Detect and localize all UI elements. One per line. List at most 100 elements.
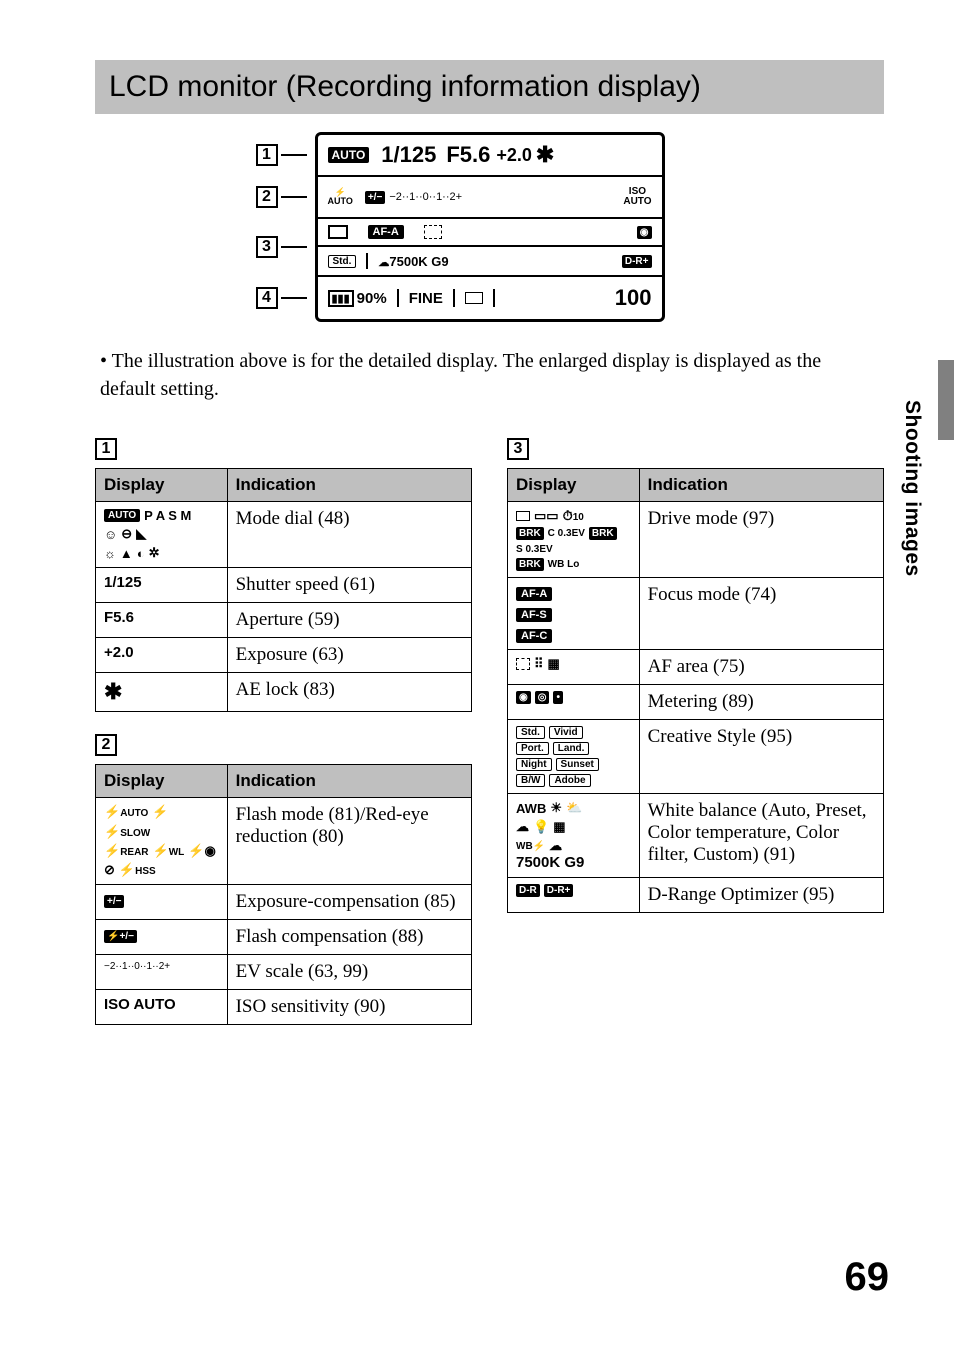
wb-cloudy-icon: ☁ (516, 819, 529, 835)
table-row: D-R D-R+ D-Range Optimizer (95) (508, 878, 884, 913)
style-sunset-icon: Sunset (556, 758, 599, 771)
lcd-shutter: 1/125 (381, 142, 436, 168)
lcd-aperture: F5.6 (446, 142, 490, 168)
flash-icon: ⚡◉ (188, 843, 216, 859)
lcd-row-2: 2 ⚡ AUTO +/− −2··1··0··1··2+ ISO AUTO (318, 177, 662, 219)
flash-icon: ⚡WL (153, 843, 185, 859)
flashcomp-icon: ⚡+/− (104, 930, 137, 943)
lcd-row-1: 1 AUTO 1/125 F5.6 +2.0 ✱ (318, 135, 662, 177)
table-row: +/−Exposure-compensation (85) (96, 885, 472, 920)
page-number: 69 (845, 1255, 890, 1300)
table-row: Std. Vivid Port. Land. Night Sunset B/W … (508, 720, 884, 794)
metering-center-icon: ◎ (535, 691, 550, 704)
indication-cell: Aperture (59) (227, 603, 471, 638)
display-cell: ISO AUTO (96, 990, 228, 1025)
indication-cell: Metering (89) (639, 685, 883, 720)
drive-single-icon (516, 511, 530, 521)
af-area-spot-icon: ⠿ (534, 656, 544, 672)
aelock-icon: ✱ (96, 673, 228, 712)
wb-flash-icon: WB⚡ (516, 841, 545, 852)
wb-incand-icon: 💡 (533, 819, 549, 835)
expcomp-icon: +/− (104, 895, 124, 908)
table-row: F5.6Aperture (59) (96, 603, 472, 638)
wb-fluor-icon: ▦ (553, 819, 565, 835)
flash-off-icon: ⊘ (104, 862, 115, 878)
indication-cell: Drive mode (97) (639, 502, 883, 578)
table-row: 1/125Shutter speed (61) (96, 568, 472, 603)
lcd-dro: D-R+ (622, 255, 652, 268)
af-area-wide-icon (516, 658, 530, 670)
lcd-row-4: 4 ▮▮▮ 90% FINE 100 (318, 277, 662, 319)
table-row: ⚡+/− Flash compensation (88) (96, 920, 472, 955)
scene-icon: ☼ (104, 546, 116, 561)
indication-cell: Flash mode (81)/Red-eye reduction (80) (227, 798, 471, 885)
indication-cell: Flash compensation (88) (227, 920, 471, 955)
table-row: ⚡AUTO ⚡ ⚡SLOW ⚡REAR ⚡WL ⚡◉ ⊘ ⚡HSS Flash … (96, 798, 472, 885)
lcd-exposure: +2.0 (496, 145, 532, 166)
bracket-icon: BRK (516, 527, 544, 540)
col-display-header: Display (96, 469, 228, 502)
page-heading: LCD monitor (Recording information displ… (95, 60, 884, 114)
col-display-header: Display (96, 765, 228, 798)
lcd-row-3: 3 AF-A ◉ Std. ☁7500K G9 D-R+ (318, 219, 662, 277)
indication-cell: AF area (75) (639, 650, 883, 685)
table-row: ▭▭ ⏱10 BRKC 0.3EV BRKS 0.3EV BRKWB Lo Dr… (508, 502, 884, 578)
drive-single-icon (328, 225, 348, 239)
table-row: ✱AE lock (83) (96, 673, 472, 712)
section-2-table: DisplayIndication ⚡AUTO ⚡ ⚡SLOW ⚡REAR ⚡W… (95, 764, 472, 1025)
table-row: ISO AUTOISO sensitivity (90) (96, 990, 472, 1025)
af-area-local-icon: ▦ (548, 656, 560, 672)
lcd-iso-value: AUTO (623, 197, 651, 207)
indication-cell: ISO sensitivity (90) (227, 990, 471, 1025)
section-3-table: DisplayIndication ▭▭ ⏱10 BRKC 0.3EV BRKS… (507, 468, 884, 913)
lcd-region-3-marker: 3 (256, 236, 278, 258)
lcd-region-1-marker: 1 (256, 144, 278, 166)
table-row: +2.0Exposure (63) (96, 638, 472, 673)
col-display-header: Display (508, 469, 640, 502)
wb-custom-icon: ☁ (549, 838, 562, 854)
aelock-icon: ✱ (536, 142, 554, 168)
scene-icon: ✲ (149, 545, 160, 561)
side-tab-label: Shooting images (900, 400, 924, 577)
section-1-table: DisplayIndication AUTO P A S M ☺ ⊖ ◣ ☼ ▲… (95, 468, 472, 712)
table-row: AUTO P A S M ☺ ⊖ ◣ ☼ ▲ ◐ ✲ Mode dial (48… (96, 502, 472, 568)
section-2-marker: 2 (95, 734, 117, 756)
scene-icon: ▲ (120, 546, 133, 561)
expcomp-icon: +/− (365, 191, 385, 204)
scene-icon: ◣ (136, 526, 146, 542)
flash-icon: ⚡SLOW (104, 824, 150, 840)
scene-icon: ⊖ (121, 526, 132, 542)
indication-cell: White balance (Auto, Preset, Color tempe… (639, 794, 883, 878)
focus-mode-badge: AF-A (368, 225, 404, 239)
indication-cell: Creative Style (95) (639, 720, 883, 794)
mode-badge: AUTO (328, 147, 370, 163)
style-bw-icon: B/W (516, 774, 545, 787)
indication-cell: Focus mode (74) (639, 578, 883, 650)
style-std-icon: Std. (516, 726, 545, 739)
af-a-icon: AF-A (516, 587, 552, 601)
display-cell: +2.0 (96, 638, 228, 673)
style-vivid-icon: Vivid (549, 726, 583, 739)
lcd-battery: 90% (357, 290, 387, 307)
flash-icon: ⚡AUTO (104, 804, 148, 820)
lcd-flash-mode: AUTO (328, 197, 353, 206)
lcd-wb: ☁7500K G9 (378, 254, 448, 269)
lcd-quality: FINE (409, 290, 443, 307)
style-port-icon: Port. (516, 742, 549, 755)
table-row: AWB ☀ ⛅ ☁ 💡 ▦ WB⚡ ☁ 7500K G9 White balan… (508, 794, 884, 878)
col-indication-header: Indication (227, 469, 471, 502)
lcd-remaining: 100 (615, 285, 652, 311)
metering-icon: ◉ (637, 226, 652, 239)
body-note: • The illustration above is for the deta… (95, 347, 884, 403)
af-c-icon: AF-C (516, 629, 552, 643)
table-row: ⠿ ▦ AF area (75) (508, 650, 884, 685)
lcd-creative-style: Std. (328, 255, 357, 268)
af-area-icon (424, 225, 442, 239)
table-row: AF-A AF-S AF-C Focus mode (74) (508, 578, 884, 650)
flash-icon: ⚡ (152, 804, 168, 820)
bracket-icon: BRK (589, 527, 617, 540)
indication-cell: Exposure (63) (227, 638, 471, 673)
wb-daylight-icon: ☀ (550, 800, 562, 816)
indication-cell: Mode dial (48) (227, 502, 471, 568)
scene-icon: ☺ (104, 527, 117, 542)
